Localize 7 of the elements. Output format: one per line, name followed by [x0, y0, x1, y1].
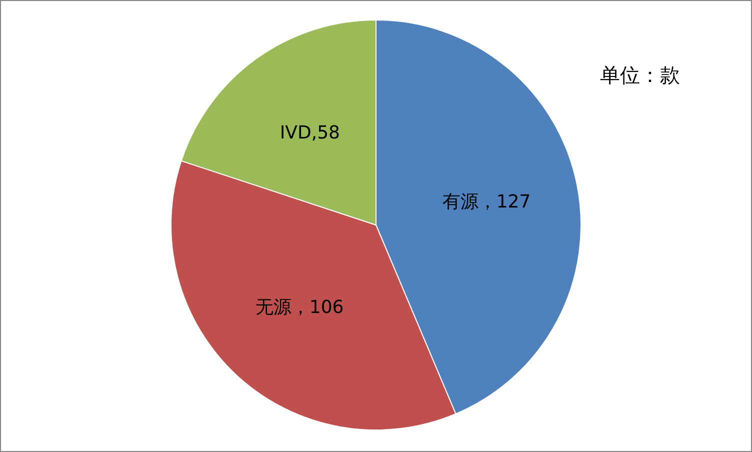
text: 单位：款: [600, 63, 680, 87]
slice-label: 无源: [255, 296, 292, 318]
data-label: ,58: [311, 122, 340, 144]
data-label: ，127: [478, 192, 531, 213]
slice-label: 有源: [442, 192, 478, 213]
data-label: ，106: [291, 296, 344, 318]
slice-label: IVD: [280, 122, 312, 144]
